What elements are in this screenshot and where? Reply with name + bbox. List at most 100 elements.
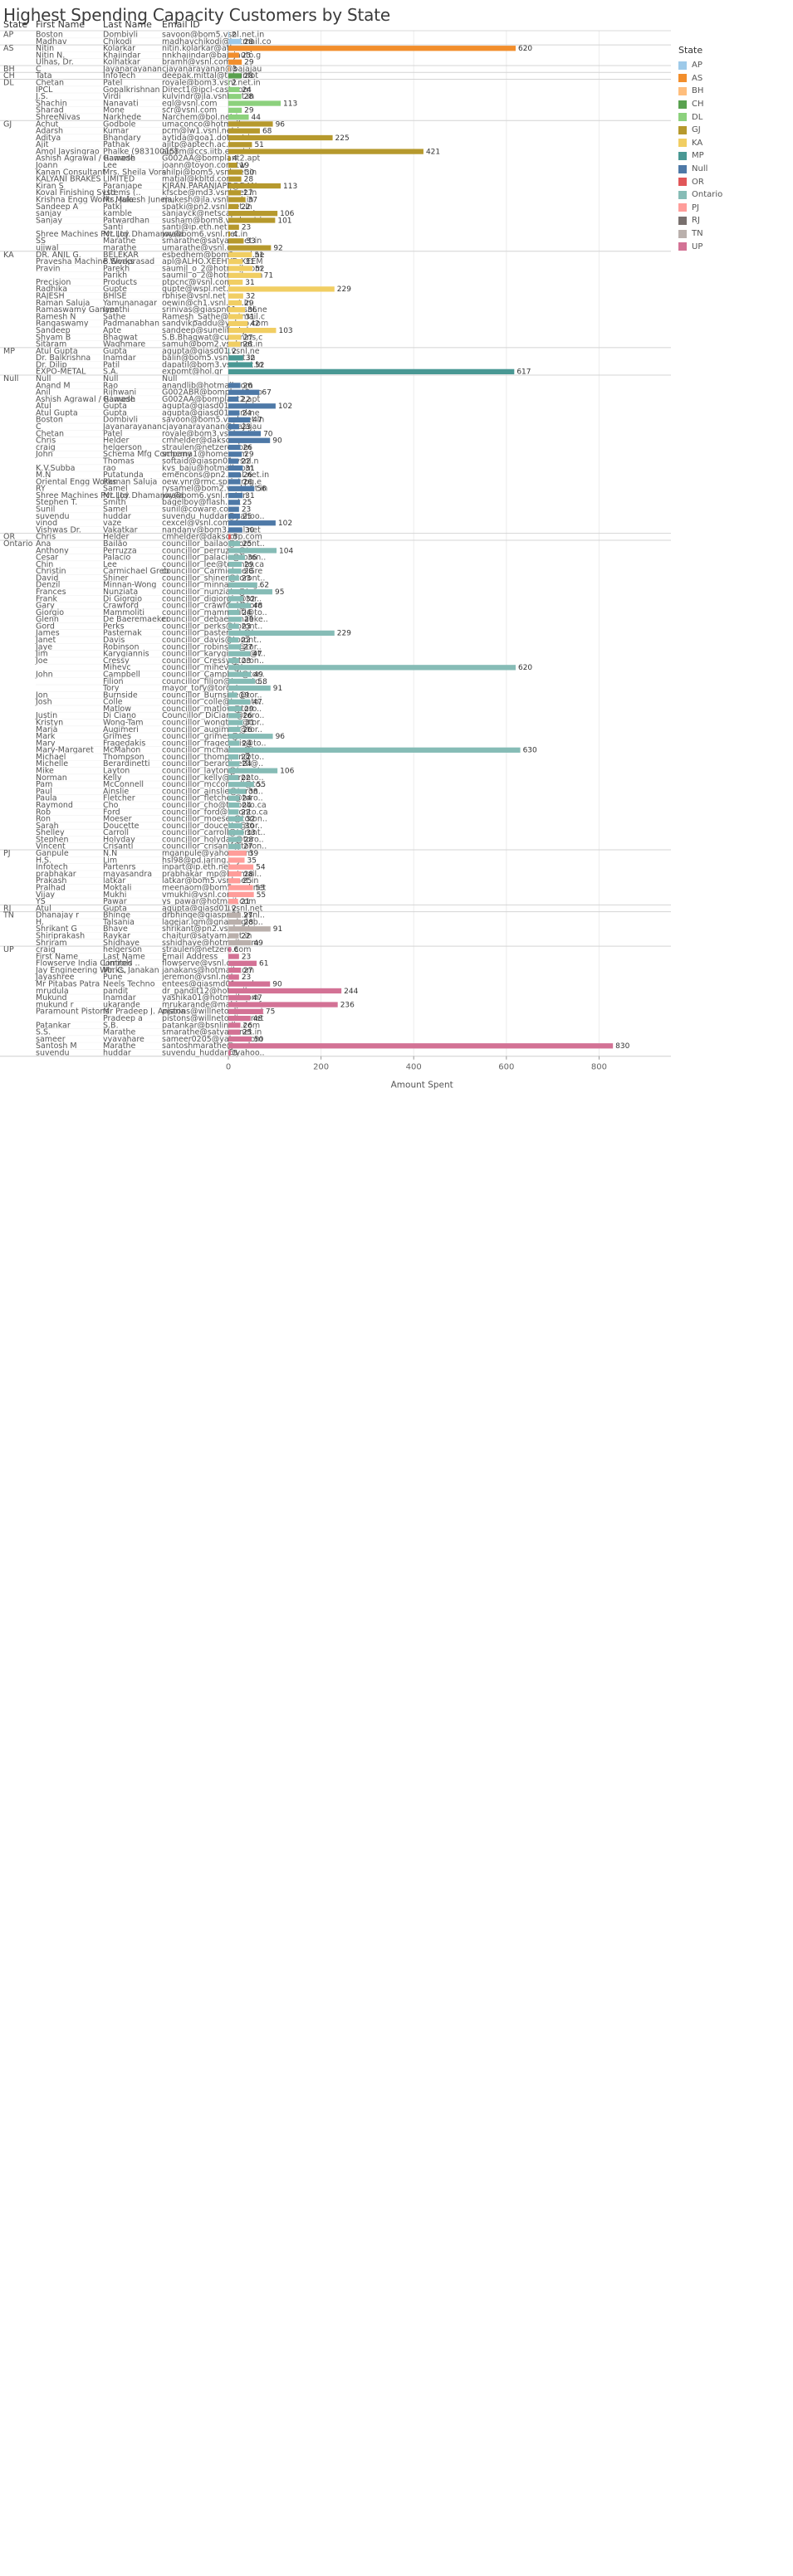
legend-item-ontario[interactable]: Ontario [678,188,722,202]
legend-swatch [678,203,687,212]
legend-swatch [678,191,687,199]
legend-item-gj[interactable]: GJ [678,124,722,137]
legend-item-or[interactable]: OR [678,175,722,188]
legend-label: DL [692,113,702,122]
legend-item-mp[interactable]: MP [678,149,722,163]
amount-label: 91 [273,925,282,934]
legend-label: RJ [692,216,700,225]
state-label: TN [2,911,14,920]
legend-swatch [678,139,687,147]
amount-label: 620 [518,45,532,53]
legend-title: State [678,45,722,56]
amount-label: 90 [272,981,282,989]
legend-item-up[interactable]: UP [678,240,722,253]
amount-label: 229 [337,285,351,294]
legend-swatch [678,61,687,70]
legend-item-ap[interactable]: AP [678,59,722,72]
amount-label: 421 [426,148,440,156]
legend: State AP AS BH CH DL GJ KA MP Null OR Ontario PJ RJ T… [678,45,722,253]
legend-item-rj[interactable]: RJ [678,214,722,227]
amount-bar[interactable] [228,286,335,291]
legend-swatch [678,100,687,109]
amount-bar[interactable] [228,665,516,670]
legend-swatch [678,87,687,95]
state-label: MP [3,347,15,356]
amount-label: 31 [245,279,254,287]
amount-label: 630 [523,747,537,755]
amount-label: 51 [254,141,263,149]
state-label: UP [3,945,14,954]
amount-label: 236 [340,1001,355,1009]
amount-bar[interactable] [228,217,275,222]
state-label: GJ [3,120,12,129]
legend-item-null[interactable]: Null [678,163,722,176]
legend-label: TN [692,229,703,238]
amount-label: 56 [257,485,267,494]
chart-title: Highest Spending Capacity Customers by S… [3,5,390,25]
amount-label: 102 [278,402,292,411]
amount-label: 225 [335,134,350,143]
legend-swatch [678,126,687,134]
x-tick-label: 400 [406,1063,422,1072]
amount-label: 28 [244,93,254,101]
legend-label: Null [692,164,707,173]
legend-item-tn[interactable]: TN [678,227,722,241]
legend-item-pj[interactable]: PJ [678,202,722,215]
amount-label: 71 [264,272,273,281]
amount-bar[interactable] [228,273,262,278]
amount-label: 25 [242,513,252,521]
amount-bar[interactable] [228,1043,613,1048]
state-label: Ontario [3,539,33,549]
legend-label: AP [692,61,702,70]
amount-label: 620 [518,664,532,672]
legend-label: CH [692,100,704,109]
amount-label: 52 [255,361,264,369]
amount-label: 229 [337,630,351,638]
legend-item-dl[interactable]: DL [678,110,722,124]
amount-label: 6 [233,946,238,954]
legend-swatch [678,113,687,121]
legend-item-ka[interactable]: KA [678,137,722,150]
amount-label: 101 [277,217,291,225]
legend-item-ch[interactable]: CH [678,98,722,111]
legend-label: AS [692,74,702,83]
x-tick-label: 200 [313,1063,329,1072]
amount-bar[interactable] [228,947,231,952]
legend-swatch [678,165,687,173]
legend-label: BH [692,86,703,95]
amount-label: 102 [278,520,292,528]
amount-label: 244 [344,988,358,996]
amount-bar[interactable] [228,100,281,105]
amount-label: 96 [276,120,286,129]
amount-label: 104 [279,547,293,555]
amount-label: 75 [266,1008,275,1017]
amount-bar[interactable] [228,1050,231,1055]
legend-swatch [678,178,687,186]
legend-label: Ontario [692,190,722,199]
x-axis-title: Amount Spent [391,1081,453,1090]
state-label: DL [3,79,14,88]
x-tick-label: 0 [226,1063,231,1072]
amount-label: 91 [273,685,282,693]
amount-bar[interactable] [228,94,242,99]
amount-bar[interactable] [228,362,252,367]
state-label: AP [3,31,13,40]
state-label: AS [3,44,14,53]
x-tick-label: 800 [591,1063,607,1072]
amount-bar[interactable] [228,135,333,140]
amount-label: 113 [283,183,297,191]
legend-item-as[interactable]: AS [678,72,722,85]
legend-label: PJ [692,203,699,212]
amount-bar[interactable] [228,369,514,374]
x-tick-label: 600 [498,1063,514,1072]
amount-bar[interactable] [228,46,516,51]
state-label: KA [3,251,14,260]
amount-bar[interactable] [228,748,521,753]
legend-swatch [678,230,687,238]
legend-label: UP [692,242,702,251]
legend-label: OR [692,178,704,187]
legend-item-bh[interactable]: BH [678,85,722,98]
amount-label: 830 [615,1042,629,1051]
